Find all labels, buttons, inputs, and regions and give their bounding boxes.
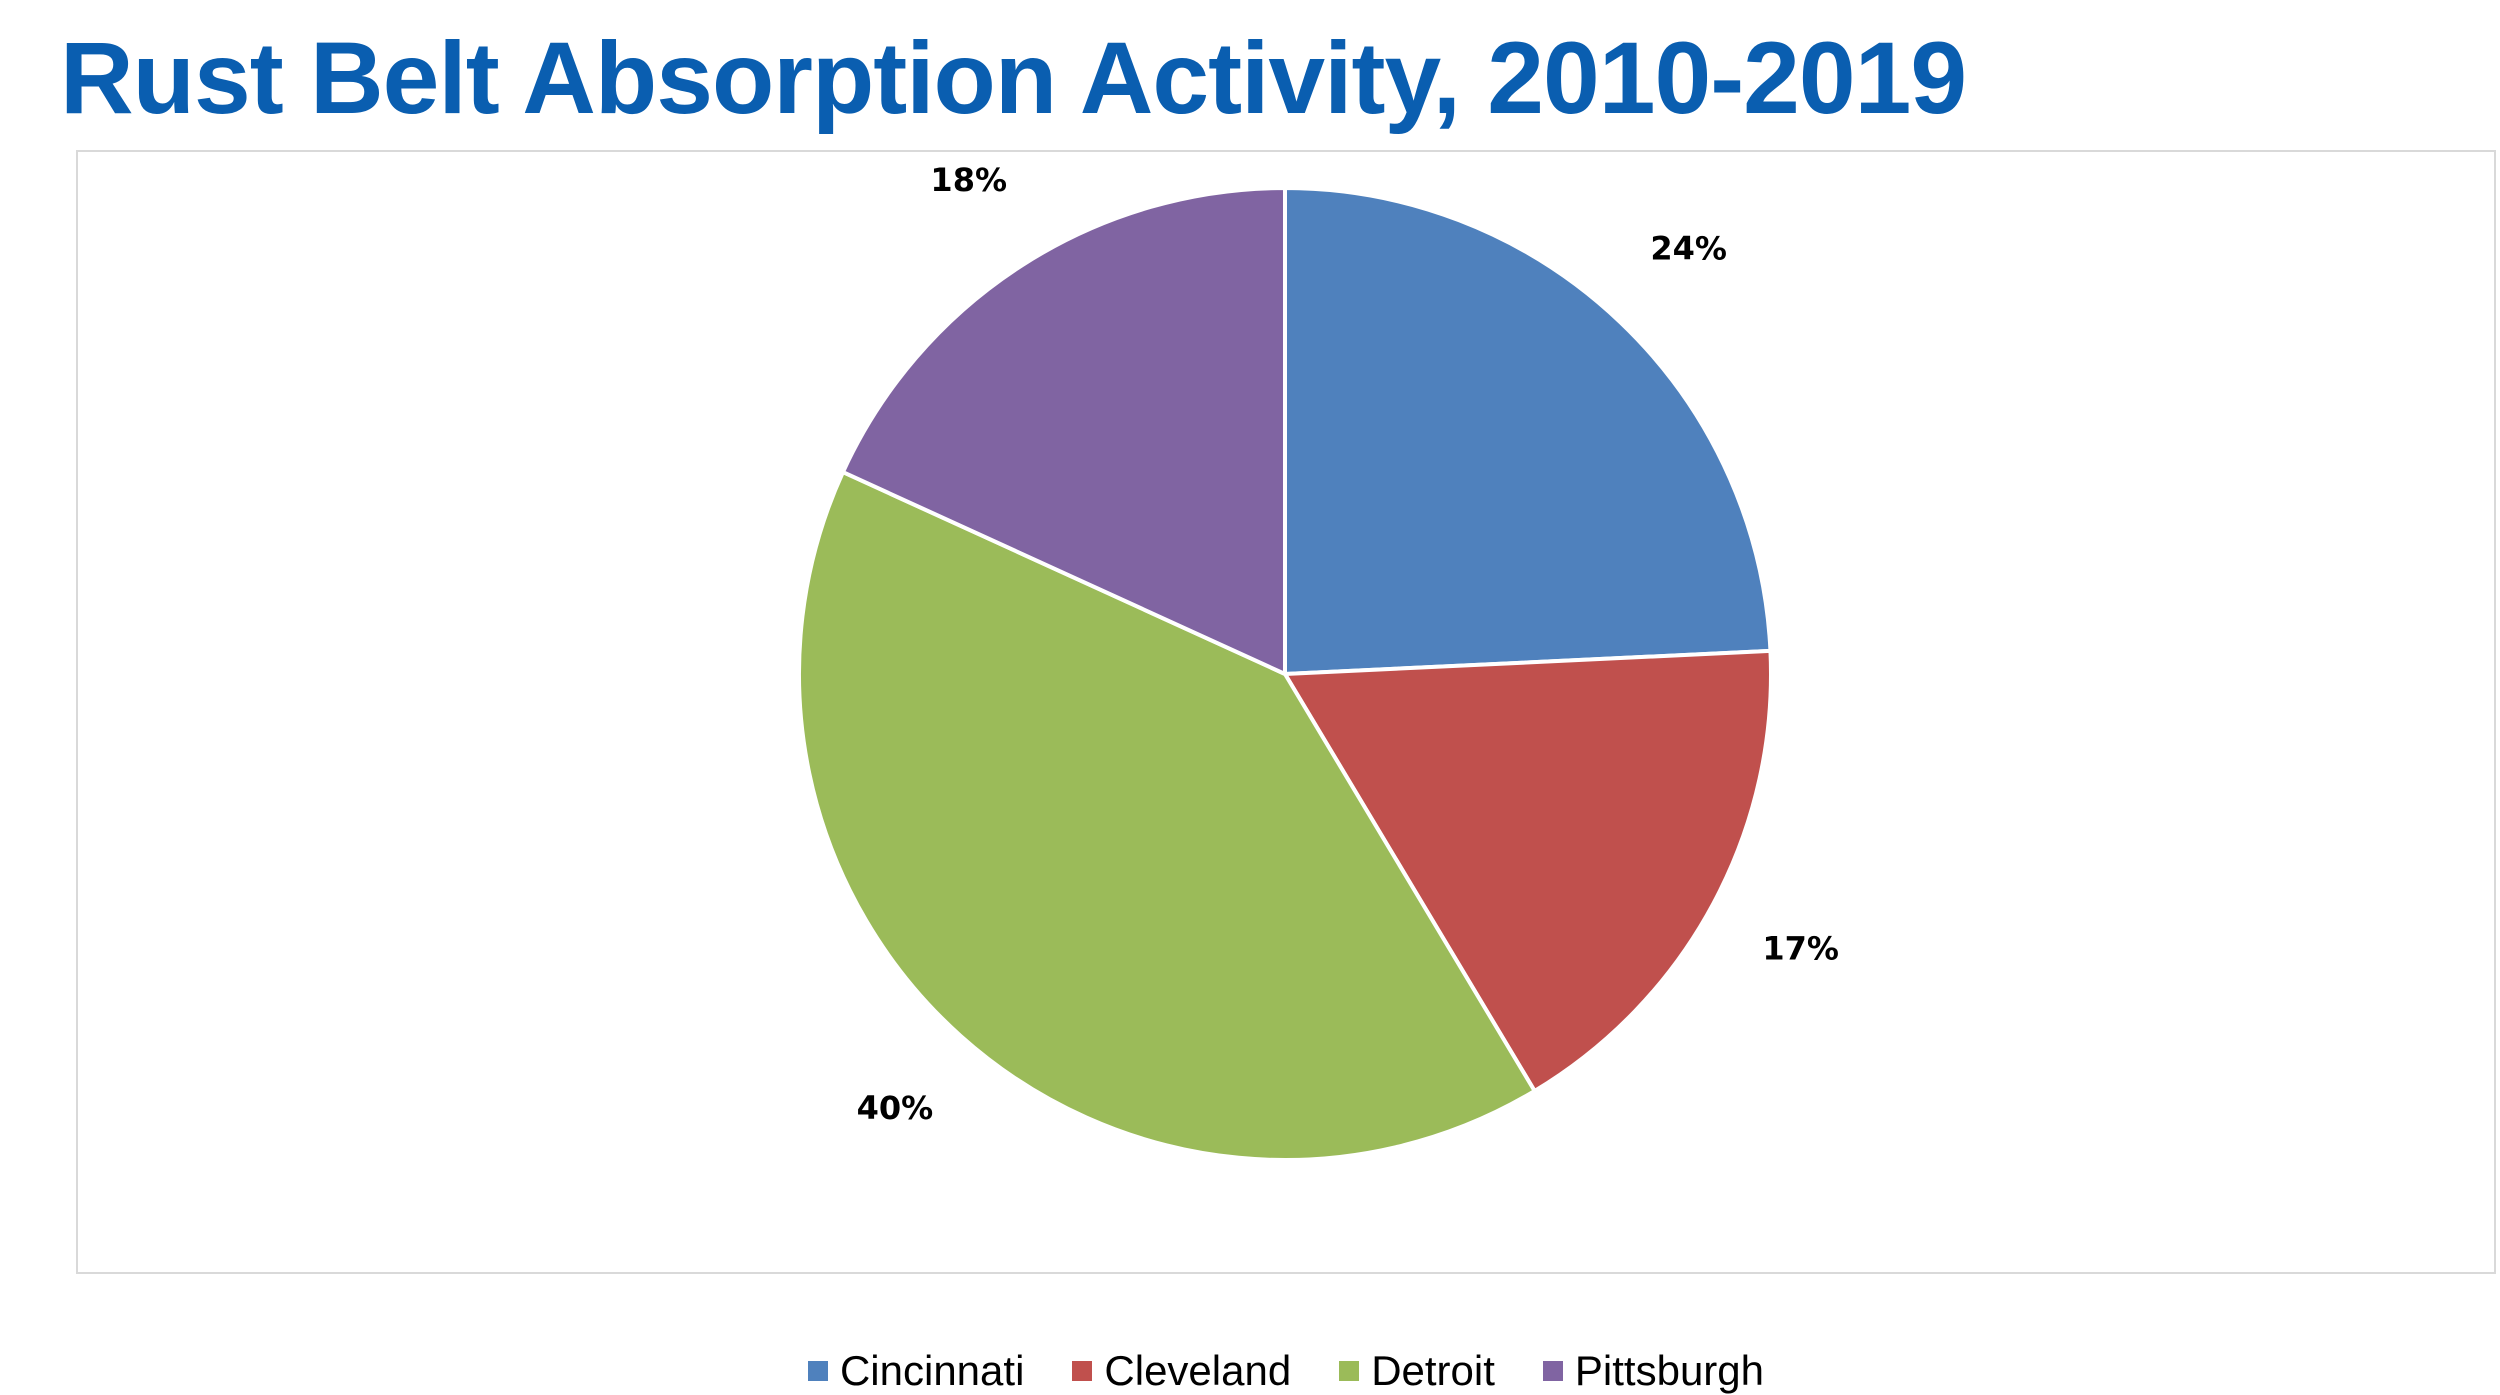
pie-slice-cincinnati bbox=[1283, 186, 1773, 676]
legend-swatch bbox=[1542, 1361, 1563, 1381]
legend-swatch bbox=[1072, 1361, 1093, 1381]
data-label-cleveland: 17% bbox=[1762, 929, 1839, 967]
legend-swatch bbox=[807, 1361, 828, 1381]
data-label-pittsburgh: 18% bbox=[930, 161, 1007, 199]
data-label-detroit: 40% bbox=[857, 1089, 934, 1127]
legend-item-detroit: Detroit bbox=[1339, 1347, 1495, 1395]
legend-label: Pittsburgh bbox=[1574, 1347, 1765, 1394]
legend-label: Cleveland bbox=[1104, 1347, 1292, 1394]
legend-item-cleveland: Cleveland bbox=[1072, 1347, 1291, 1395]
page-title: Rust Belt Absorption Activity, 2010-2019 bbox=[60, 21, 1967, 135]
pie-slice-detroit bbox=[797, 470, 1537, 1162]
chart-area: 24% 17% 40% 18% Cincinnati Cleveland Detroit P… bbox=[76, 150, 2496, 1394]
legend-label: Cincinnati bbox=[839, 1347, 1025, 1394]
legend-label: Detroit bbox=[1371, 1347, 1495, 1394]
data-label-cincinnati: 24% bbox=[1650, 230, 1727, 268]
legend-item-cincinnati: Cincinnati bbox=[807, 1347, 1025, 1395]
pie-slice-pittsburgh bbox=[840, 186, 1287, 676]
legend: Cincinnati Cleveland Detroit Pittsburgh bbox=[78, 1347, 2494, 1395]
pie-chart: 24% 17% 40% 18% bbox=[797, 161, 1839, 1162]
legend-item-pittsburgh: Pittsburgh bbox=[1542, 1347, 1765, 1395]
legend-swatch bbox=[1339, 1361, 1360, 1381]
pie-slice-cleveland bbox=[1283, 648, 1773, 1093]
